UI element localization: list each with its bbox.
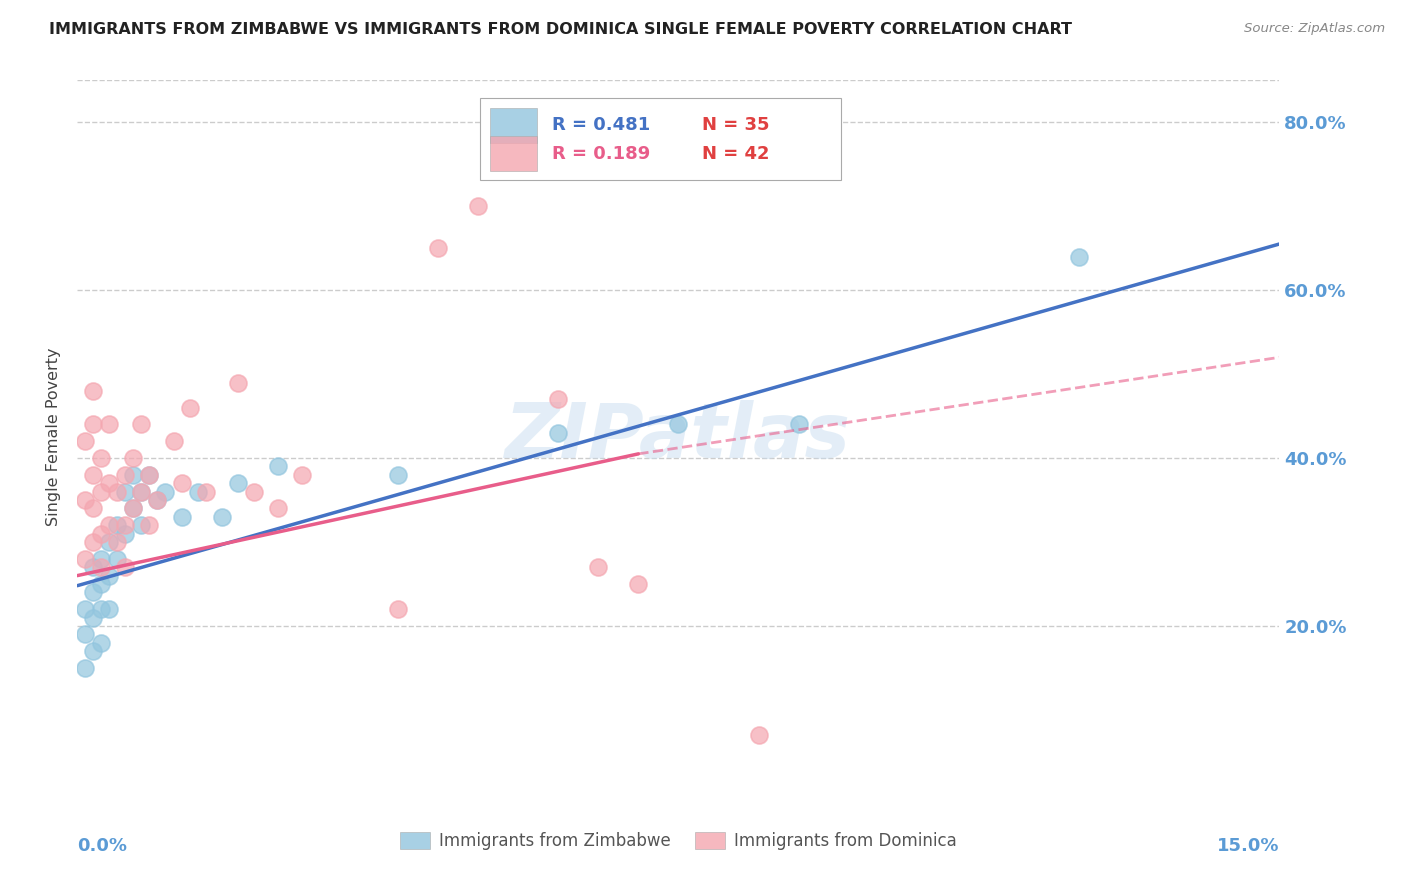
Point <box>82 535 104 549</box>
Point <box>90 526 112 541</box>
Text: R = 0.189: R = 0.189 <box>553 145 651 162</box>
Point <box>131 484 153 499</box>
Point <box>138 467 160 482</box>
Point <box>194 484 217 499</box>
Text: 15.0%: 15.0% <box>1218 837 1279 855</box>
Point <box>90 451 112 466</box>
Point <box>627 577 650 591</box>
Point <box>75 602 97 616</box>
Point <box>122 501 145 516</box>
Point <box>90 602 112 616</box>
Point <box>668 417 690 432</box>
Point <box>98 518 121 533</box>
Point <box>131 518 153 533</box>
Text: 0.0%: 0.0% <box>77 837 128 855</box>
Point <box>114 526 136 541</box>
FancyBboxPatch shape <box>489 136 537 171</box>
Point <box>90 636 112 650</box>
Point <box>82 585 104 599</box>
Point <box>107 551 129 566</box>
Point <box>75 493 97 508</box>
Point <box>107 484 129 499</box>
Point <box>75 661 97 675</box>
Point <box>107 535 129 549</box>
Point <box>387 467 409 482</box>
Text: R = 0.481: R = 0.481 <box>553 116 651 134</box>
Point <box>748 728 770 742</box>
FancyBboxPatch shape <box>479 98 841 180</box>
Y-axis label: Single Female Poverty: Single Female Poverty <box>46 348 62 526</box>
Point <box>82 610 104 624</box>
Point <box>75 627 97 641</box>
Point <box>291 467 314 482</box>
Point <box>114 484 136 499</box>
Point <box>170 509 193 524</box>
Point <box>114 467 136 482</box>
Point <box>146 493 169 508</box>
Point <box>187 484 209 499</box>
Point <box>98 535 121 549</box>
Point <box>98 602 121 616</box>
FancyBboxPatch shape <box>489 108 537 143</box>
Point <box>787 417 810 432</box>
Point <box>90 560 112 574</box>
Text: IMMIGRANTS FROM ZIMBABWE VS IMMIGRANTS FROM DOMINICA SINGLE FEMALE POVERTY CORRE: IMMIGRANTS FROM ZIMBABWE VS IMMIGRANTS F… <box>49 22 1073 37</box>
Point <box>122 467 145 482</box>
Point <box>226 476 249 491</box>
Point <box>122 501 145 516</box>
Point <box>131 484 153 499</box>
Point <box>138 518 160 533</box>
Point <box>242 484 264 499</box>
Point <box>114 560 136 574</box>
Point <box>588 560 610 574</box>
Point <box>467 199 489 213</box>
Point <box>82 467 104 482</box>
Point <box>427 241 450 255</box>
Legend: Immigrants from Zimbabwe, Immigrants from Dominica: Immigrants from Zimbabwe, Immigrants fro… <box>394 825 963 857</box>
Point <box>82 560 104 574</box>
Point <box>75 434 97 449</box>
Text: N = 35: N = 35 <box>703 116 770 134</box>
Point <box>114 518 136 533</box>
Point <box>122 451 145 466</box>
Point <box>146 493 169 508</box>
Point <box>138 467 160 482</box>
Point <box>82 644 104 658</box>
Point <box>90 551 112 566</box>
Point <box>131 417 153 432</box>
Point <box>98 568 121 582</box>
Point <box>107 518 129 533</box>
Point <box>547 425 569 440</box>
Point <box>162 434 184 449</box>
Point <box>155 484 177 499</box>
Point <box>267 459 290 474</box>
Text: N = 42: N = 42 <box>703 145 770 162</box>
Point <box>267 501 290 516</box>
Point <box>179 401 201 415</box>
Text: Source: ZipAtlas.com: Source: ZipAtlas.com <box>1244 22 1385 36</box>
Point <box>98 476 121 491</box>
Point <box>387 602 409 616</box>
Point <box>82 384 104 398</box>
Point <box>226 376 249 390</box>
Point <box>90 484 112 499</box>
Point <box>1069 250 1091 264</box>
Text: ZIPatlas: ZIPatlas <box>505 401 852 474</box>
Point <box>170 476 193 491</box>
Point <box>82 501 104 516</box>
Point <box>547 392 569 407</box>
Point <box>90 577 112 591</box>
Point <box>75 551 97 566</box>
Point <box>82 417 104 432</box>
Point <box>98 417 121 432</box>
Point <box>211 509 233 524</box>
